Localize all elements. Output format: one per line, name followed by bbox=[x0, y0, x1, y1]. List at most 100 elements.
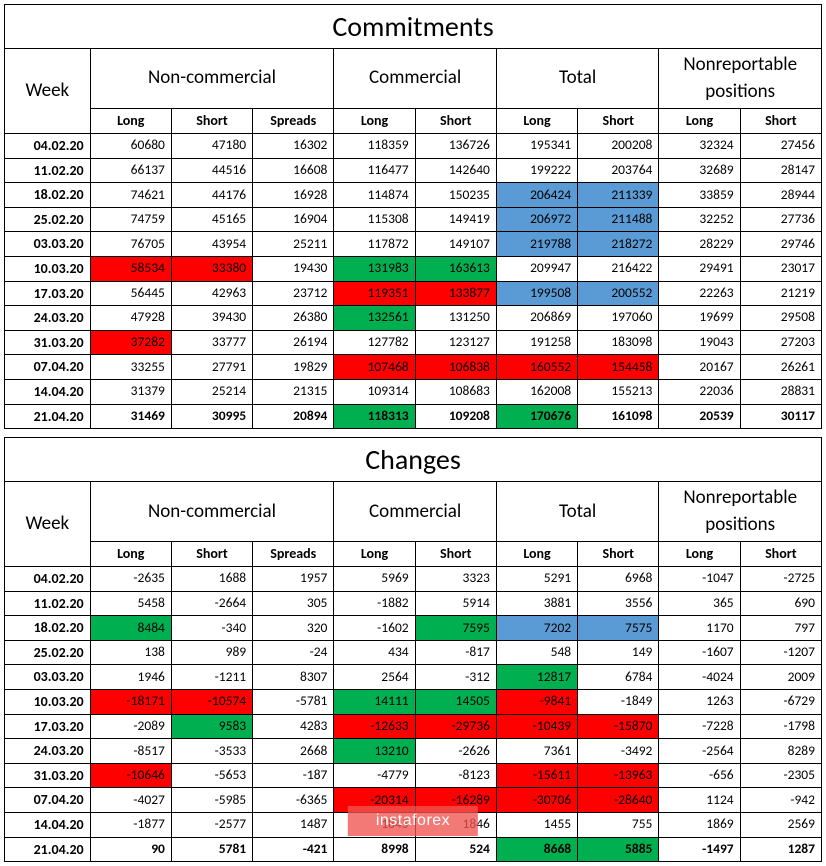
data-cell: 548 bbox=[496, 640, 577, 665]
data-cell: -8123 bbox=[415, 763, 496, 788]
data-cell: 5885 bbox=[578, 837, 659, 862]
week-cell: 04.02.20 bbox=[5, 133, 91, 158]
data-cell: 27203 bbox=[740, 330, 821, 355]
data-cell: 109208 bbox=[415, 404, 496, 429]
data-cell: -15870 bbox=[578, 714, 659, 739]
data-cell: 755 bbox=[578, 813, 659, 838]
commercial-header: Commercial bbox=[334, 482, 497, 542]
data-cell: 44516 bbox=[171, 158, 252, 183]
data-cell: -1607 bbox=[659, 640, 740, 665]
data-cell: 27791 bbox=[171, 355, 252, 380]
data-cell: 162008 bbox=[496, 379, 577, 404]
data-cell: -8517 bbox=[90, 739, 171, 764]
data-cell: -5653 bbox=[171, 763, 252, 788]
data-cell: -312 bbox=[415, 665, 496, 690]
data-cell: 114874 bbox=[334, 183, 415, 208]
data-cell: 1688 bbox=[171, 567, 252, 592]
column-subheader: Long bbox=[659, 542, 740, 567]
data-cell: 1455 bbox=[496, 813, 577, 838]
data-cell: 797 bbox=[740, 616, 821, 641]
data-cell: 1957 bbox=[253, 567, 334, 592]
data-cell: -20314 bbox=[334, 788, 415, 813]
week-cell: 03.03.20 bbox=[5, 232, 91, 257]
data-cell: 20539 bbox=[659, 404, 740, 429]
data-cell: 191258 bbox=[496, 330, 577, 355]
data-cell: -2626 bbox=[415, 739, 496, 764]
data-cell: 20167 bbox=[659, 355, 740, 380]
data-cell: 4283 bbox=[253, 714, 334, 739]
data-cell: 1846 bbox=[415, 813, 496, 838]
data-cell: 25211 bbox=[253, 232, 334, 257]
column-subheader: Long bbox=[496, 109, 577, 134]
data-cell: 29746 bbox=[740, 232, 821, 257]
data-cell: 23017 bbox=[740, 256, 821, 281]
data-cell: 116477 bbox=[334, 158, 415, 183]
data-cell: 199222 bbox=[496, 158, 577, 183]
week-cell: 18.02.20 bbox=[5, 616, 91, 641]
data-cell: 74621 bbox=[90, 183, 171, 208]
data-cell: -28640 bbox=[578, 788, 659, 813]
data-cell: 3556 bbox=[578, 591, 659, 616]
data-cell: 56445 bbox=[90, 281, 171, 306]
data-cell: 31469 bbox=[90, 404, 171, 429]
data-cell: -3492 bbox=[578, 739, 659, 764]
data-cell: 37282 bbox=[90, 330, 171, 355]
data-cell: -942 bbox=[740, 788, 821, 813]
data-cell: 5291 bbox=[496, 567, 577, 592]
data-cell: -421 bbox=[253, 837, 334, 862]
data-cell: 30995 bbox=[171, 404, 252, 429]
column-subheader: Short bbox=[415, 109, 496, 134]
data-cell: 60680 bbox=[90, 133, 171, 158]
data-cell: -2635 bbox=[90, 567, 171, 592]
data-cell: -4024 bbox=[659, 665, 740, 690]
data-cell: 47180 bbox=[171, 133, 252, 158]
data-cell: -340 bbox=[171, 616, 252, 641]
data-cell: -9841 bbox=[496, 690, 577, 715]
total-header: Total bbox=[496, 482, 659, 542]
week-cell: 21.04.20 bbox=[5, 837, 91, 862]
data-cell: 3323 bbox=[415, 567, 496, 592]
data-cell: -1047 bbox=[659, 567, 740, 592]
data-cell: 320 bbox=[253, 616, 334, 641]
data-cell: 5458 bbox=[90, 591, 171, 616]
data-cell: 27456 bbox=[740, 133, 821, 158]
data-cell: 74759 bbox=[90, 207, 171, 232]
data-cell: 119351 bbox=[334, 281, 415, 306]
data-cell: 5781 bbox=[171, 837, 252, 862]
nonreportable-header: Nonreportable positions bbox=[659, 482, 822, 542]
data-cell: 29508 bbox=[740, 306, 821, 331]
data-cell: 7575 bbox=[578, 616, 659, 641]
commercial-header: Commercial bbox=[334, 49, 497, 109]
data-cell: 161098 bbox=[578, 404, 659, 429]
data-cell: 149419 bbox=[415, 207, 496, 232]
data-cell: 197060 bbox=[578, 306, 659, 331]
data-cell: -187 bbox=[253, 763, 334, 788]
data-cell: -4779 bbox=[334, 763, 415, 788]
data-cell: 5914 bbox=[415, 591, 496, 616]
data-cell: 7202 bbox=[496, 616, 577, 641]
data-cell: -1497 bbox=[659, 837, 740, 862]
data-cell: 138 bbox=[90, 640, 171, 665]
column-subheader: Short bbox=[415, 542, 496, 567]
data-cell: 16928 bbox=[253, 183, 334, 208]
data-cell: 1946 bbox=[90, 665, 171, 690]
data-cell: -18171 bbox=[90, 690, 171, 715]
data-cell: 211488 bbox=[578, 207, 659, 232]
data-cell: 199508 bbox=[496, 281, 577, 306]
data-cell: 33859 bbox=[659, 183, 740, 208]
week-cell: 17.03.20 bbox=[5, 714, 91, 739]
data-cell: 150235 bbox=[415, 183, 496, 208]
total-header: Total bbox=[496, 49, 659, 109]
data-cell: 28831 bbox=[740, 379, 821, 404]
data-cell: 7595 bbox=[415, 616, 496, 641]
data-cell: -1882 bbox=[334, 591, 415, 616]
week-cell: 17.03.20 bbox=[5, 281, 91, 306]
data-cell: -24 bbox=[253, 640, 334, 665]
data-cell: 690 bbox=[740, 591, 821, 616]
data-cell: 1287 bbox=[740, 837, 821, 862]
data-cell: -1211 bbox=[171, 665, 252, 690]
data-cell: 163613 bbox=[415, 256, 496, 281]
data-cell: -817 bbox=[415, 640, 496, 665]
data-cell: 1487 bbox=[253, 813, 334, 838]
column-subheader: Short bbox=[578, 109, 659, 134]
